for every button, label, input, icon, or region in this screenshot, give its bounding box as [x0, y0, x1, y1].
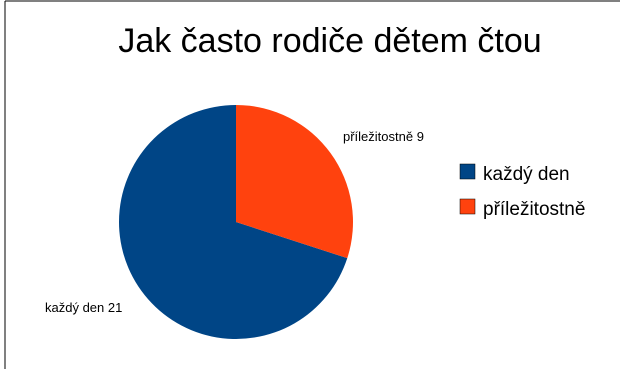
data-label-kazdy-den: každý den 21 — [45, 300, 122, 315]
pie-slices — [119, 105, 354, 339]
legend-swatch-prilezitostne — [459, 198, 476, 215]
legend-label-kazdy-den: každý den — [483, 164, 570, 185]
slice-kazdy-den — [119, 105, 348, 339]
data-label-prilezitostne: příležitostně 9 — [343, 129, 424, 144]
chart-title: Jak často rodiče dětem čtou — [118, 22, 541, 60]
slice-prilezitostne — [236, 105, 354, 259]
legend: každý den příležitostně — [459, 163, 585, 220]
legend-swatch-kazdy-den — [459, 163, 476, 180]
legend-label-prilezitostne: příležitostně — [483, 199, 585, 220]
